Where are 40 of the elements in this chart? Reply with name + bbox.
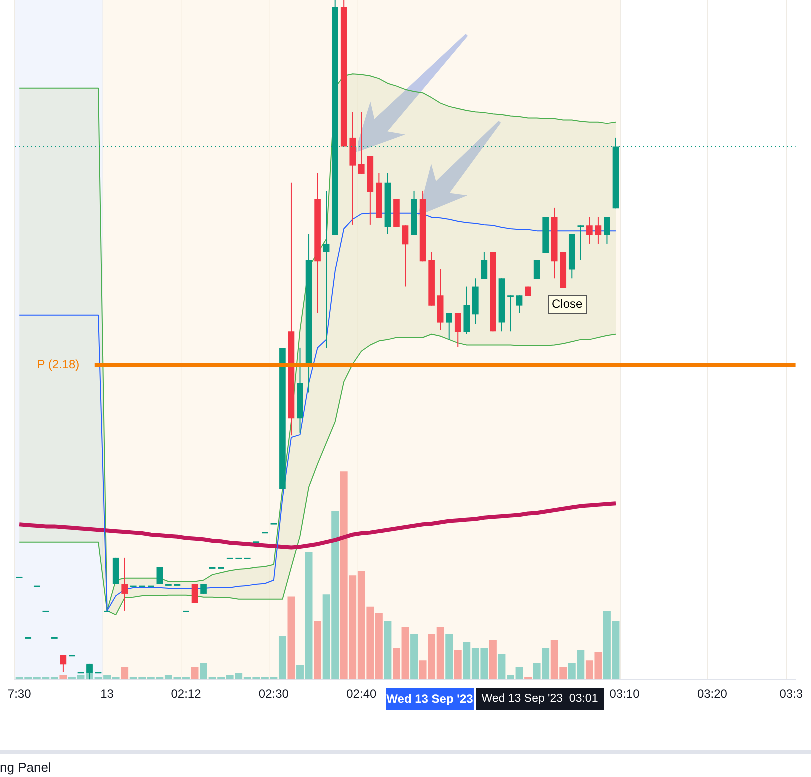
text: ng Panel [0,760,52,775]
candlestick [516,295,523,314]
candlestick [534,260,540,280]
candlestick [323,190,330,348]
bar [446,634,454,680]
x-tick-label: 02:40 [346,687,377,702]
x-tick-label: 03:10 [610,687,640,702]
candlestick [156,566,164,585]
bar [489,640,497,680]
bar [191,667,199,680]
candlestick [192,584,198,604]
candlestick [60,654,67,673]
bar [121,667,129,680]
x-tick-label: 02:12 [171,687,202,702]
candlestick [578,225,584,261]
bar [384,621,392,680]
candlestick [508,295,514,332]
candlestick [604,216,610,244]
bar [60,676,68,680]
bar [314,621,322,680]
candlestick [446,312,453,340]
x-tick-label: 03:3 [780,687,804,702]
candlestick [122,557,128,612]
text: Wed 13 Sep '23 [386,688,474,710]
x-tick-label: 7:30 [8,687,32,702]
candlestick [481,252,488,280]
bar [288,596,296,680]
x-tick-label: 13 [100,687,114,702]
candlestick [402,225,409,288]
candlestick [595,216,602,244]
candlestick [358,112,365,174]
x-tick-label: 02:30 [258,687,290,702]
text: Wed 13 Sep '23 03:01 [476,688,604,710]
candlestick [586,216,593,244]
candlestick [454,312,462,348]
x-tick-label: 03:20 [697,687,728,702]
annotation: Close [548,295,587,314]
bar [454,650,462,680]
ref-line-label: P (2.18) [37,357,80,372]
bar [410,634,418,680]
